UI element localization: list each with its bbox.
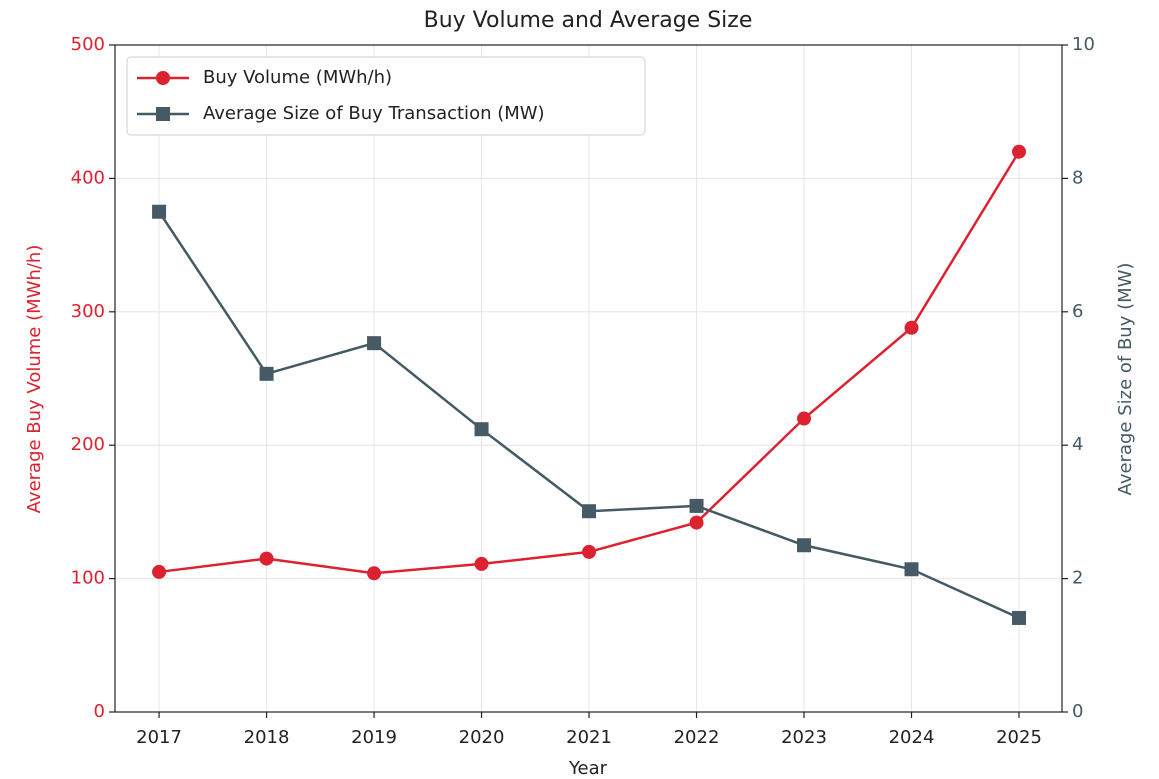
legend-label: Buy Volume (MWh/h) [203,67,392,88]
data-point [474,556,489,571]
y-tick-label: 0 [94,701,105,722]
data-point [1012,144,1027,159]
data-point [152,204,167,219]
data-point [152,564,167,579]
y2-tick-label: 10 [1072,34,1095,55]
data-point [259,366,274,381]
x-tick-label: 2019 [351,727,397,748]
legend-label: Average Size of Buy Transaction (MW) [203,103,545,124]
data-point [367,566,382,581]
x-tick-label: 2018 [244,727,290,748]
data-point [689,498,704,513]
y2-tick-label: 8 [1072,167,1083,188]
data-point [689,515,704,530]
data-point [474,422,489,437]
x-tick-label: 2024 [889,727,935,748]
data-point [1012,610,1027,625]
x-tick-label: 2025 [996,727,1042,748]
y2-tick-label: 2 [1072,568,1083,589]
x-tick-label: 2022 [674,727,720,748]
data-point [582,504,597,519]
y2-tick-label: 0 [1072,701,1083,722]
data-point [582,544,597,559]
data-point [259,551,274,566]
x-axis-label: Year [568,758,608,779]
legend-marker [156,107,170,121]
y2-tick-label: 4 [1072,434,1083,455]
chart-title: Buy Volume and Average Size [424,8,753,33]
data-point [904,562,919,577]
x-tick-label: 2020 [459,727,505,748]
y-tick-label: 400 [71,167,105,188]
y2-axis-label: Average Size of Buy (MW) [1115,263,1136,496]
legend: Buy Volume (MWh/h) Average Size of Buy Tr… [126,56,646,136]
x-tick-label: 2017 [136,727,182,748]
y-axis-label: Average Buy Volume (MWh/h) [24,245,45,514]
x-tick-label: 2021 [566,727,612,748]
y-tick-label: 200 [71,434,105,455]
plot-frame [114,44,1063,713]
y-tick-label: 300 [71,301,105,322]
data-point [797,411,812,426]
y2-tick-label: 6 [1072,301,1083,322]
data-point [797,538,812,553]
data-point [904,320,919,335]
data-point [367,336,382,351]
y-tick-label: 100 [71,568,105,589]
x-tick-label: 2023 [781,727,827,748]
legend-marker [156,71,170,85]
legend-box [126,56,646,136]
y-tick-label: 500 [71,34,105,55]
